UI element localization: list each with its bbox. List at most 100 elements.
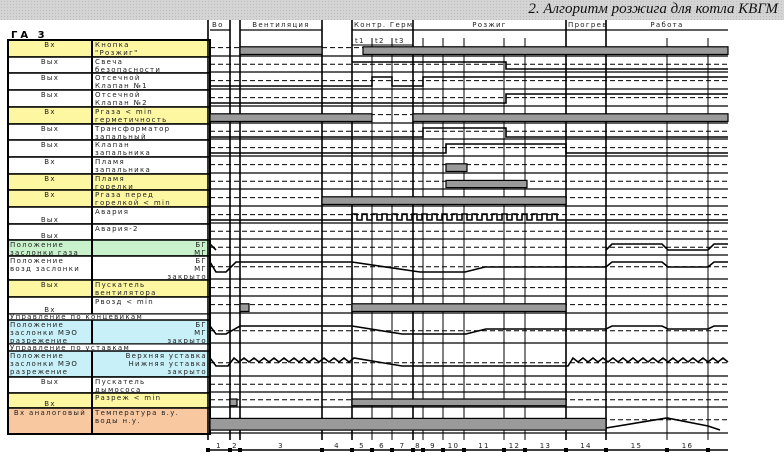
step-number-15: 15	[631, 442, 643, 450]
row-signal-name: Пускатель	[95, 378, 145, 386]
step-number-8: 8	[415, 442, 421, 450]
table-row: Положение заслонки газа	[7, 239, 211, 257]
row-signal-name: Пускатель	[95, 281, 145, 289]
row-signal-name-2: дымососа	[95, 386, 142, 394]
row-type: Положение заслонки газа	[10, 241, 79, 257]
active-bar	[321, 196, 567, 206]
row-type: Вх	[44, 306, 56, 314]
step-tick	[370, 448, 374, 452]
row-signal-name-2: вентилятора	[95, 289, 157, 297]
section-label: Управление по концевикам	[10, 313, 143, 321]
row-signal-name-2: горелки	[95, 183, 134, 191]
row-type-line: заслонки МЭО	[10, 360, 78, 368]
row-type-line: заслонки МЭО	[10, 329, 78, 337]
step-number-3: 3	[278, 442, 284, 450]
step-number-16: 16	[682, 442, 694, 450]
step-tick	[665, 448, 669, 452]
row-signal-name-2: Клапан №2	[95, 99, 148, 107]
row-type: Вых	[41, 141, 59, 149]
row-signal-name-2: запальника	[95, 166, 151, 174]
row-type: Вых	[41, 232, 59, 240]
level-label: Нижняя уставка	[128, 360, 207, 368]
unit-label: ГА 3	[11, 30, 48, 41]
row-signal-name: Pгаза перед	[95, 191, 154, 199]
level-label: закрыто	[167, 337, 207, 345]
row-signal-name: Авария	[95, 208, 129, 216]
signal-water-temperature	[605, 417, 721, 431]
section-label: Управление по уставкам	[10, 344, 130, 352]
row-signal-name: Свеча	[95, 58, 123, 66]
row-type: Вх аналоговый	[14, 409, 86, 417]
interval-label: t2	[375, 37, 385, 45]
active-bar	[229, 398, 238, 407]
row-type: Положение заслонки МЭО разрежение	[10, 352, 78, 376]
row-signal-name: Pгаза < min	[95, 108, 153, 116]
signal-alarm	[210, 213, 728, 221]
row-signal-name-2: горелкой < min	[95, 199, 171, 207]
row-type: Положение заслонки МЭО разрежение	[10, 321, 78, 345]
step-tick	[462, 448, 466, 452]
step-number-14: 14	[580, 442, 592, 450]
row-signal-name: Отсечной	[95, 91, 141, 99]
step-number-12: 12	[509, 442, 521, 450]
row-signal-name-2: безопасности	[95, 66, 161, 74]
row-signal-name-2: Клапан №1	[95, 82, 148, 90]
step-number-6: 6	[379, 442, 385, 450]
row-type: Вх	[44, 175, 56, 183]
row-type-line: Положение	[10, 241, 64, 249]
level-label: БГ	[195, 257, 207, 265]
table-row: Положение заслонки МЭО разрежение	[7, 350, 211, 378]
signal-air-damper	[209, 261, 728, 273]
row-type: Вых	[41, 216, 59, 224]
phase-label-1: Вентиляция	[252, 21, 310, 29]
signal-gas-damper-work	[605, 243, 728, 251]
row-signal-name: Pвозд < min	[95, 298, 154, 306]
step-tick	[390, 448, 394, 452]
row-type: Вх	[44, 158, 56, 166]
step-tick	[238, 448, 242, 452]
step-number-1: 1	[216, 442, 222, 450]
row-type: Вх	[44, 41, 56, 49]
row-type: Вх	[44, 108, 56, 116]
signal-pilot-valve	[210, 143, 728, 154]
active-bar	[351, 303, 567, 313]
row-signal-name-2: запальника	[95, 149, 151, 157]
row-signal-name: Авария-2	[95, 225, 139, 233]
phase-label-5: Работа	[650, 21, 683, 29]
phase-label-4: Прогрев	[568, 21, 608, 29]
row-signal-name: Разреж < min	[95, 394, 161, 402]
row-type-line: Положение	[10, 321, 64, 329]
interval-label: t3	[395, 37, 405, 45]
row-signal-name-2: воды н.у.	[95, 417, 141, 425]
step-tick	[706, 448, 710, 452]
table-row: Положение заслонки МЭО разрежение	[7, 319, 211, 345]
header-bar: 2. Алгоритм розжига для котла КВГМ	[0, 0, 784, 20]
active-bar	[351, 398, 567, 407]
row-type-line: Положение	[10, 257, 64, 265]
row-type-line: разрежение	[10, 368, 68, 376]
signal-gas-damper	[209, 243, 217, 251]
active-bar	[412, 113, 729, 123]
phase-label-2: Контр. Герм	[354, 21, 413, 29]
step-tick	[206, 448, 210, 452]
step-number-7: 7	[400, 442, 406, 450]
row-type: Положение возд заслонки	[10, 257, 80, 273]
step-number-4: 4	[334, 442, 340, 450]
step-tick	[411, 448, 415, 452]
interval-label: t1	[355, 37, 365, 45]
step-tick	[228, 448, 232, 452]
level-label: МГ	[194, 329, 207, 337]
signal-cutoff-valve-1	[210, 76, 728, 87]
step-tick	[502, 448, 506, 452]
row-signal-name-2: "Розжиг"	[95, 49, 139, 57]
row-signal-name-2: герметичность	[95, 116, 168, 124]
row-type: Вых	[41, 58, 59, 66]
active-bar	[239, 303, 250, 313]
row-signal-name: Трансформатор	[94, 125, 170, 133]
step-tick	[441, 448, 445, 452]
row-type: Вых	[41, 91, 59, 99]
level-label: МГ	[194, 249, 207, 257]
level-label: МГ	[194, 265, 207, 273]
row-type-line: разрежение	[10, 337, 68, 345]
